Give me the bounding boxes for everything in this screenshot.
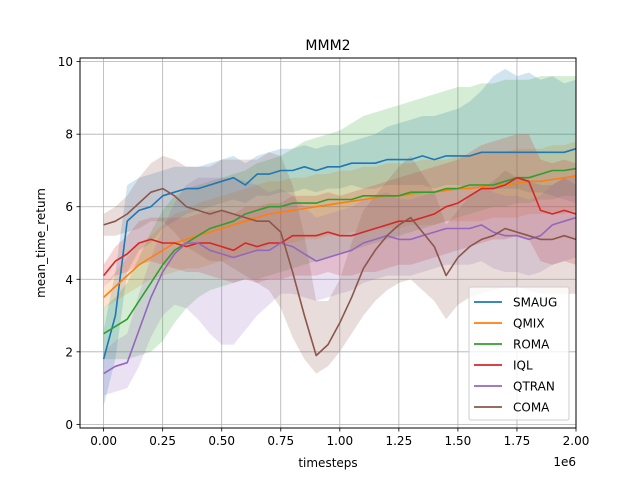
series-line-coma xyxy=(103,187,577,357)
x-tick-label: 1.75 xyxy=(504,434,531,448)
y-tick-label: 10 xyxy=(58,55,73,69)
legend-label-coma: COMA xyxy=(513,401,550,415)
band-qtran xyxy=(103,174,576,396)
legend-label-qtran: QTRAN xyxy=(513,380,555,394)
y-tick-label: 8 xyxy=(65,128,73,142)
band-roma xyxy=(103,76,576,360)
x-tick-label: 1.50 xyxy=(445,434,472,448)
x-tick-label: 0.75 xyxy=(267,434,294,448)
band-iql xyxy=(103,134,576,287)
band-qmix xyxy=(103,141,576,309)
chart-title: MMM2 xyxy=(305,38,350,54)
series-line-smaug xyxy=(102,147,577,360)
bands-layer xyxy=(103,68,576,407)
y-tick-label: 4 xyxy=(65,273,73,287)
x-axis-label: timesteps xyxy=(298,456,357,470)
y-tick-label: 6 xyxy=(65,200,73,214)
plot-frame xyxy=(79,57,577,429)
x-tick-label: 2.00 xyxy=(563,434,590,448)
x-offset-label: 1e6 xyxy=(553,455,576,469)
x-axis: 0.00 0.25 0.50 0.75 1.00 1.25 1.50 1.75 2.00 xyxy=(90,428,589,448)
x-tick-label: 1.00 xyxy=(326,434,353,448)
series-line-iql xyxy=(102,176,577,277)
legend-label-qmix: QMIX xyxy=(513,317,545,331)
legend-label-roma: ROMA xyxy=(513,338,550,352)
legend-label-iql: IQL xyxy=(513,359,533,373)
x-tick-label: 0.00 xyxy=(90,434,117,448)
band-coma xyxy=(103,152,576,374)
legend-label-smaug: SMAUG xyxy=(513,296,557,310)
x-tick-label: 0.25 xyxy=(149,434,176,448)
y-tick-label: 2 xyxy=(65,345,73,359)
legend: SMAUG QMIX ROMA IQL QTRAN COMA xyxy=(468,286,570,421)
lines-layer xyxy=(102,147,577,375)
series-line-qmix xyxy=(103,175,577,298)
x-tick-label: 1.25 xyxy=(385,434,412,448)
y-axis-label: mean_time_return xyxy=(34,188,48,298)
band-smaug xyxy=(103,68,576,407)
x-tick-label: 0.50 xyxy=(208,434,235,448)
y-axis: 0 2 4 6 8 10 xyxy=(58,55,80,432)
y-tick-label: 0 xyxy=(65,418,73,432)
